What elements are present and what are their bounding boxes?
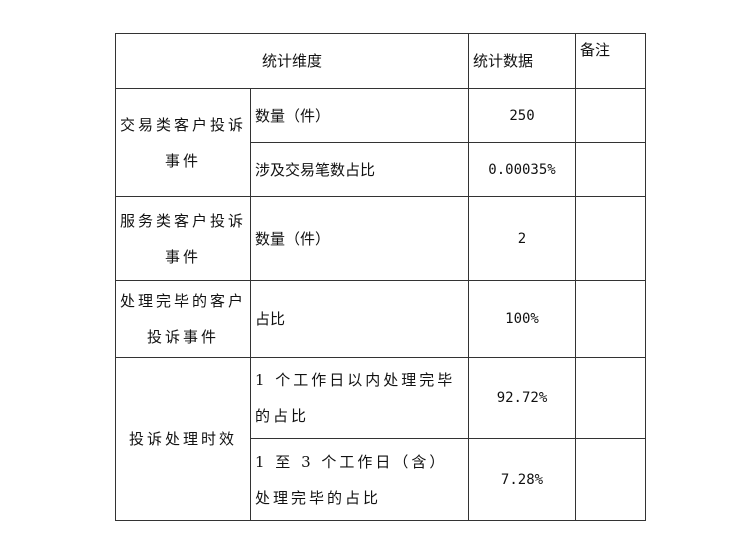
- value-cell: 92.72%: [468, 357, 576, 439]
- value-cell: 250: [468, 88, 576, 143]
- header-data: 统计数据: [468, 33, 576, 89]
- complaint-statistics-table: 统计维度 统计数据 备注 交易类客户投诉事件 数量（件） 250 涉及交易笔数占…: [115, 33, 646, 521]
- remark-cell: [575, 88, 646, 143]
- table-row: 交易类客户投诉事件 数量（件） 250: [115, 88, 646, 197]
- header-row: 统计维度 统计数据 备注: [115, 33, 646, 89]
- value-cell: 0.00035%: [468, 142, 576, 197]
- table-row: 处理完毕的客户投诉事件 占比 100%: [115, 280, 646, 358]
- table-row: 投诉处理时效 1 个工作日以内处理完毕的占比 92.72%: [115, 357, 646, 521]
- table-row: 涉及交易笔数占比 0.00035%: [116, 142, 646, 197]
- item-cell: 1 个工作日以内处理完毕的占比: [250, 357, 469, 439]
- table-row: 1 至 3 个工作日（含）处理完毕的占比 7.28%: [116, 438, 646, 521]
- group-label: 处理完毕的客户投诉事件: [115, 280, 251, 358]
- item-cell: 数量（件）: [250, 88, 469, 143]
- remark-cell: [575, 142, 646, 197]
- value-cell: 100%: [468, 280, 576, 358]
- item-cell: 涉及交易笔数占比: [250, 142, 469, 197]
- remark-cell: [575, 438, 646, 521]
- value-cell: 7.28%: [468, 438, 576, 521]
- item-cell: 数量（件）: [250, 196, 469, 281]
- group-label: 投诉处理时效: [115, 357, 251, 521]
- table-row: 服务类客户投诉事件 数量（件） 2: [115, 196, 646, 281]
- remark-cell: [575, 280, 646, 358]
- value-cell: 2: [468, 196, 576, 281]
- remark-cell: [575, 357, 646, 439]
- group-label: 交易类客户投诉事件: [115, 88, 251, 197]
- header-remark: 备注: [575, 33, 646, 89]
- item-cell: 占比: [250, 280, 469, 358]
- header-dimension: 统计维度: [115, 33, 469, 89]
- item-cell: 1 至 3 个工作日（含）处理完毕的占比: [250, 438, 469, 521]
- remark-cell: [575, 196, 646, 281]
- group-label: 服务类客户投诉事件: [115, 196, 251, 281]
